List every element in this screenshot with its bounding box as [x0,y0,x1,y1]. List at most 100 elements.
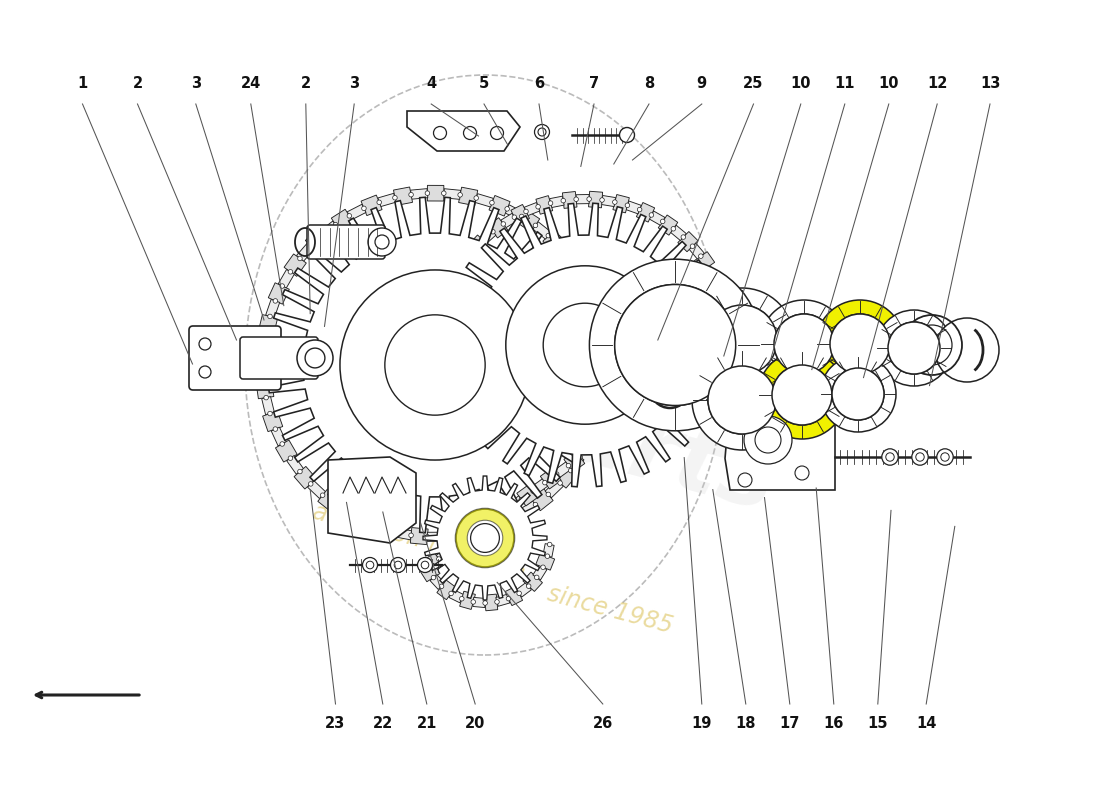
Circle shape [464,258,469,262]
Text: 18: 18 [736,717,756,731]
Circle shape [490,525,494,530]
Text: 10: 10 [791,77,811,91]
Circle shape [460,597,464,601]
Circle shape [566,463,571,468]
Polygon shape [550,196,564,207]
Circle shape [519,498,524,502]
Circle shape [755,427,781,453]
Circle shape [625,203,629,207]
Text: 2: 2 [300,77,311,91]
Polygon shape [460,591,475,610]
Polygon shape [576,194,590,204]
Circle shape [546,234,551,238]
Polygon shape [266,299,279,318]
Circle shape [494,266,499,271]
Polygon shape [491,517,509,531]
Polygon shape [431,332,448,346]
Circle shape [471,600,475,604]
Circle shape [830,314,890,374]
Circle shape [541,565,546,570]
Circle shape [508,267,513,271]
Circle shape [490,201,494,205]
Polygon shape [272,427,286,446]
Polygon shape [394,187,412,206]
Circle shape [561,198,565,203]
Circle shape [548,201,553,206]
Circle shape [772,365,832,425]
Circle shape [472,247,476,252]
Circle shape [308,482,314,486]
Circle shape [495,600,499,604]
Polygon shape [436,318,446,333]
Text: 20: 20 [465,717,485,731]
Circle shape [348,214,352,218]
Circle shape [466,265,471,270]
Circle shape [513,215,517,219]
Circle shape [199,338,211,350]
Polygon shape [459,187,477,206]
Polygon shape [564,255,586,278]
Polygon shape [500,214,517,228]
Circle shape [535,575,539,580]
Polygon shape [536,196,552,214]
Text: 9: 9 [696,77,707,91]
Circle shape [279,284,285,288]
Text: 1: 1 [77,77,88,91]
Circle shape [442,304,447,309]
Circle shape [491,126,504,139]
Circle shape [613,200,617,204]
Polygon shape [488,218,508,238]
Polygon shape [437,580,455,600]
Circle shape [738,473,752,487]
Circle shape [484,522,488,527]
Circle shape [527,584,531,589]
Circle shape [619,127,635,142]
Polygon shape [490,195,510,216]
Text: 8: 8 [644,77,654,91]
Circle shape [458,533,462,538]
Wedge shape [590,259,761,430]
Circle shape [481,238,485,242]
Polygon shape [410,189,428,199]
Polygon shape [613,194,629,213]
Polygon shape [437,547,453,562]
Polygon shape [294,466,317,489]
Circle shape [473,266,477,270]
Circle shape [362,206,366,210]
Circle shape [940,453,949,461]
Text: 12: 12 [927,77,947,91]
Circle shape [308,244,314,248]
Polygon shape [505,205,524,221]
Circle shape [506,596,510,601]
Polygon shape [694,252,715,271]
Polygon shape [320,221,339,238]
Circle shape [481,266,485,270]
Polygon shape [554,462,571,478]
Polygon shape [297,243,315,262]
Circle shape [439,584,443,589]
Polygon shape [275,440,297,462]
Circle shape [393,530,397,534]
Text: a passion for parts: a passion for parts [310,500,529,580]
Circle shape [698,254,703,258]
Wedge shape [455,508,515,568]
Circle shape [550,269,554,274]
Polygon shape [649,211,664,226]
Circle shape [449,591,453,596]
Circle shape [637,207,642,212]
Polygon shape [469,262,476,272]
Polygon shape [262,397,274,414]
Circle shape [377,200,382,205]
Circle shape [536,269,541,273]
Polygon shape [525,266,531,275]
Wedge shape [876,310,952,386]
Circle shape [531,489,536,494]
Text: 15: 15 [868,717,888,731]
Polygon shape [443,527,461,545]
Wedge shape [816,300,904,388]
Polygon shape [517,262,525,278]
Circle shape [320,493,324,498]
Circle shape [393,195,397,200]
Polygon shape [602,195,616,206]
Circle shape [409,192,414,197]
